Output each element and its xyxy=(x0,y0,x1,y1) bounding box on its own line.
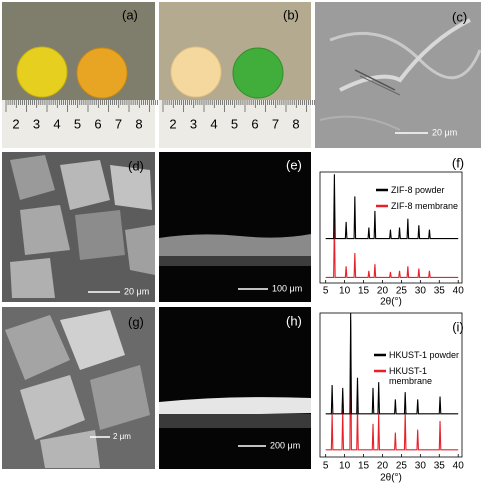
legend-item: ZIF-8 membrane xyxy=(391,201,459,211)
ruler-label: 4 xyxy=(53,116,60,131)
panel-label: (c) xyxy=(452,9,467,24)
panel-label: (h) xyxy=(286,313,302,328)
xrd-line xyxy=(325,312,459,415)
ruler-label: 6 xyxy=(94,116,101,131)
sem-e: 100 μm (e) xyxy=(159,152,311,302)
ruler-label: 3 xyxy=(33,116,40,131)
x-tick-label: 20 xyxy=(377,461,389,472)
x-tick-label: 30 xyxy=(415,286,427,297)
ruler-label: 2 xyxy=(169,116,176,131)
panel-label: (i) xyxy=(452,319,464,334)
x-axis-label: 2θ(°) xyxy=(380,473,402,484)
x-tick-label: 15 xyxy=(358,286,370,297)
ruler-label: 5 xyxy=(74,116,81,131)
scale-label: 200 μm xyxy=(270,440,300,450)
x-tick-label: 25 xyxy=(396,286,408,297)
panel-label: (g) xyxy=(128,314,144,329)
scale-label: 20 μm xyxy=(432,127,457,137)
plot-frame xyxy=(319,312,463,458)
x-tick-label: 10 xyxy=(339,286,351,297)
scale-label: 100 μm xyxy=(272,283,302,293)
photo-a: (a) xyxy=(2,2,158,148)
ruler-label: 5 xyxy=(231,116,238,131)
legend-label: ZIF-8 membrane xyxy=(391,201,459,211)
ruler-label: 6 xyxy=(251,116,258,131)
sem-d: 20 μm (d) xyxy=(2,152,155,302)
xrd-line xyxy=(325,219,459,278)
x-tick-label: 10 xyxy=(339,461,351,472)
x-tick-label: 20 xyxy=(377,286,389,297)
ruler-label: 2 xyxy=(12,116,19,131)
sem-h: 200 μm (h) xyxy=(159,307,311,469)
legend-item: HKUST-1 powder xyxy=(389,350,460,360)
photo-b: (b) xyxy=(159,2,316,148)
xrd-line xyxy=(325,174,459,240)
x-tick-label: 25 xyxy=(396,461,408,472)
xrd-line xyxy=(325,320,459,451)
x-tick-label: 5 xyxy=(323,461,329,472)
x-axis-label: 2θ(°) xyxy=(380,297,402,308)
ruler-label: 8 xyxy=(292,116,299,131)
legend-item: HKUST-1 membrane xyxy=(389,366,433,386)
panel-label: (e) xyxy=(286,157,302,172)
x-tick-label: 35 xyxy=(434,286,446,297)
panel-label: (f) xyxy=(452,155,464,170)
ruler-label: 3 xyxy=(190,116,197,131)
ruler-label: 8 xyxy=(135,116,142,131)
ruler-label: 4 xyxy=(210,116,217,131)
scale-label: 20 μm xyxy=(124,286,149,296)
scale-label: 2 μm xyxy=(113,432,131,441)
legend-item: ZIF-8 powder xyxy=(391,185,445,195)
x-tick-label: 40 xyxy=(453,286,465,297)
legend-label: HKUST-1 powder xyxy=(389,350,460,360)
plot-frame xyxy=(319,171,463,284)
ruler-label: 7 xyxy=(272,116,279,131)
panel-label: (b) xyxy=(283,7,299,22)
ruler-label: 7 xyxy=(115,116,122,131)
x-tick-label: 35 xyxy=(434,461,446,472)
panel-label: (d) xyxy=(128,158,144,173)
legend-label: HKUST-1 membrane xyxy=(389,366,433,386)
sem-c: 20 μm (c) xyxy=(315,2,482,148)
sem-g: 2 μm (g) xyxy=(2,307,155,469)
x-tick-label: 15 xyxy=(358,461,370,472)
x-tick-label: 30 xyxy=(415,461,427,472)
panel-label: (a) xyxy=(122,7,138,22)
x-tick-label: 40 xyxy=(453,461,465,472)
x-tick-label: 5 xyxy=(323,286,329,297)
legend-label: ZIF-8 powder xyxy=(391,185,445,195)
